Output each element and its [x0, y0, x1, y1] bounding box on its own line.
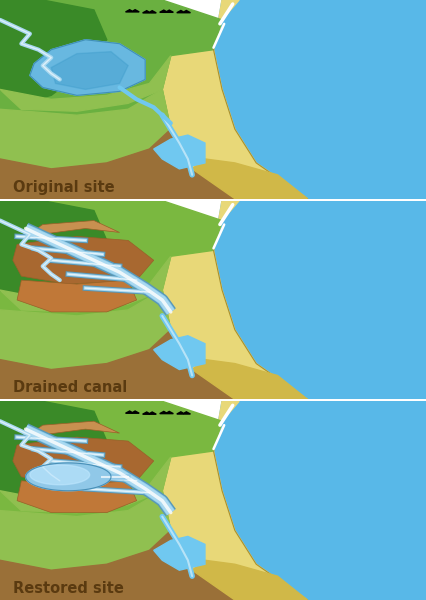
Polygon shape [153, 536, 204, 570]
Polygon shape [0, 445, 94, 500]
Polygon shape [213, 200, 426, 400]
Polygon shape [51, 52, 128, 89]
Text: Original site: Original site [13, 180, 114, 195]
Polygon shape [213, 0, 239, 50]
Polygon shape [0, 401, 106, 505]
Polygon shape [153, 336, 204, 370]
Polygon shape [176, 412, 190, 414]
Polygon shape [142, 11, 156, 13]
Polygon shape [162, 451, 307, 600]
Polygon shape [0, 129, 234, 199]
Polygon shape [0, 530, 234, 600]
Polygon shape [162, 250, 307, 400]
Polygon shape [176, 10, 190, 13]
Polygon shape [0, 44, 94, 100]
Polygon shape [213, 0, 426, 199]
Polygon shape [0, 401, 222, 590]
Polygon shape [0, 290, 170, 370]
Polygon shape [26, 221, 119, 236]
Polygon shape [213, 401, 426, 600]
Text: Restored site: Restored site [13, 581, 124, 596]
Polygon shape [13, 236, 153, 284]
Polygon shape [0, 200, 106, 304]
Polygon shape [142, 412, 156, 414]
Polygon shape [192, 560, 307, 600]
Polygon shape [17, 481, 136, 512]
Polygon shape [213, 401, 239, 451]
Polygon shape [0, 256, 170, 312]
Text: Drained canal: Drained canal [13, 380, 127, 395]
Polygon shape [26, 463, 111, 491]
Polygon shape [213, 200, 239, 250]
Polygon shape [26, 421, 119, 437]
Polygon shape [0, 0, 106, 103]
Polygon shape [125, 411, 139, 413]
Polygon shape [0, 491, 170, 570]
Polygon shape [0, 89, 170, 169]
Polygon shape [159, 412, 173, 413]
Polygon shape [0, 200, 222, 389]
Polygon shape [0, 0, 222, 189]
Polygon shape [0, 330, 234, 400]
Polygon shape [30, 465, 89, 485]
Polygon shape [0, 457, 170, 512]
Polygon shape [30, 40, 145, 95]
Polygon shape [162, 50, 307, 199]
Polygon shape [192, 359, 307, 400]
Polygon shape [153, 135, 204, 169]
Polygon shape [0, 244, 94, 300]
Polygon shape [17, 280, 136, 312]
Polygon shape [13, 437, 153, 485]
Polygon shape [125, 10, 139, 12]
Polygon shape [159, 10, 173, 13]
Polygon shape [0, 56, 170, 111]
Polygon shape [192, 159, 307, 199]
